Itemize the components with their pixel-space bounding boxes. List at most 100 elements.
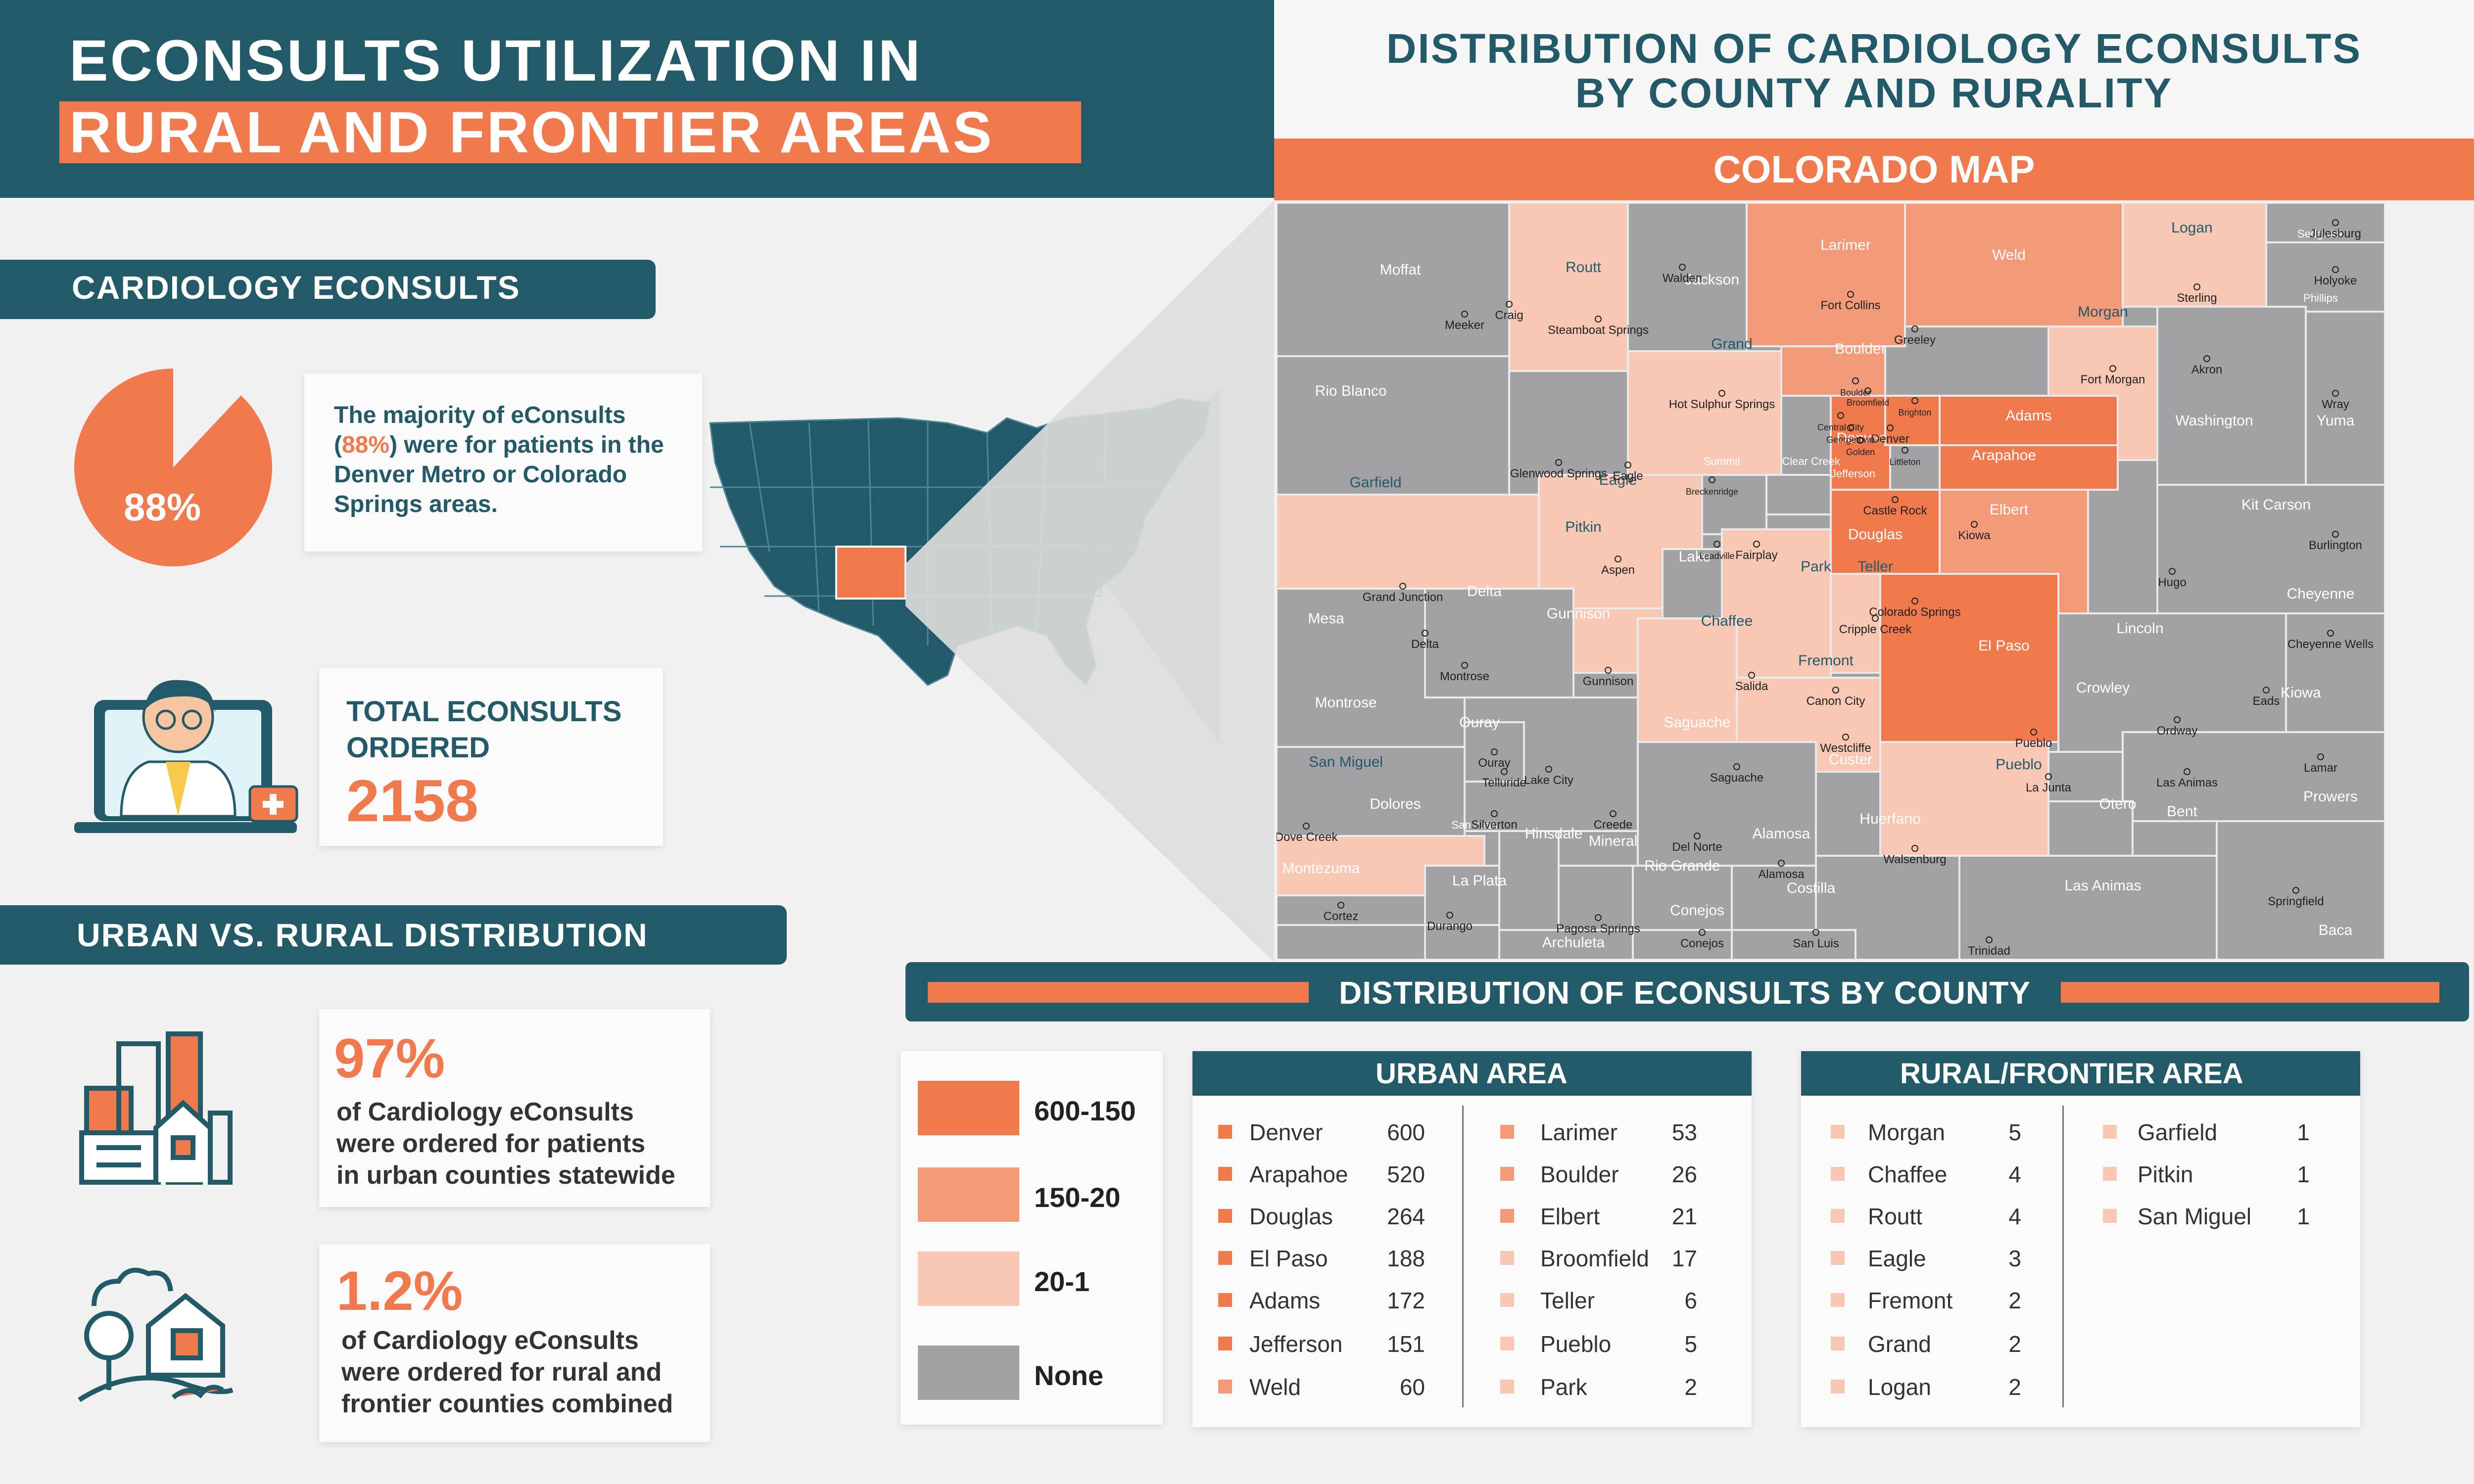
county-montezuma bbox=[1277, 925, 1440, 960]
county-label: Routt bbox=[1566, 259, 1601, 276]
city-label: Eagle bbox=[1613, 469, 1643, 483]
county-label: Bent bbox=[2167, 803, 2197, 820]
urban-table-heading: URBAN AREA bbox=[1192, 1051, 1752, 1096]
legend-color-square bbox=[2103, 1167, 2117, 1181]
majority-text-pct: 88% bbox=[342, 432, 389, 458]
legend-color-square bbox=[1831, 1380, 1845, 1393]
legend-color-square bbox=[1831, 1293, 1845, 1307]
county-label: Hinsdale bbox=[1525, 826, 1583, 842]
legend-color-square bbox=[1500, 1209, 1514, 1223]
city-label: Walsenburg bbox=[1883, 853, 1946, 866]
city-label: Gunnison bbox=[1583, 675, 1634, 688]
distribution-heading: URBAN VS. RURAL DISTRIBUTION bbox=[0, 905, 787, 965]
legend-color-square bbox=[1831, 1209, 1845, 1223]
legend-swatch bbox=[918, 1252, 1019, 1306]
county-name: Pitkin bbox=[2138, 1161, 2193, 1188]
legend-color-square bbox=[1218, 1251, 1232, 1265]
county-count: 264 bbox=[1366, 1203, 1425, 1230]
county-label: Mesa bbox=[1308, 610, 1344, 627]
city-label: Dove Creek bbox=[1277, 831, 1338, 844]
city-label: Silverton bbox=[1471, 818, 1517, 832]
city-label: Meeker bbox=[1445, 319, 1484, 332]
city-label: San Luis bbox=[1793, 937, 1839, 950]
county-label: Summit bbox=[1704, 455, 1741, 467]
projection-wedge bbox=[905, 200, 1277, 962]
county-label: Saguache bbox=[1664, 714, 1730, 731]
county-label: Weld bbox=[1992, 247, 2026, 263]
county-count: 5 bbox=[1638, 1331, 1697, 1357]
county-label: Grand bbox=[1711, 336, 1752, 352]
county-name: Eagle bbox=[1868, 1245, 1926, 1272]
county-name: Routt bbox=[1868, 1203, 1922, 1230]
city-label: Wray bbox=[2322, 398, 2349, 411]
city-label: Leadville bbox=[1699, 551, 1734, 561]
county-label: Delta bbox=[1467, 583, 1502, 600]
county-label: Teller bbox=[1857, 558, 1893, 575]
county-cheyenne bbox=[2286, 613, 2385, 732]
city-label: Cortez bbox=[1324, 910, 1359, 923]
county-label: Cheyenne bbox=[2287, 586, 2355, 602]
county-count: 2 bbox=[1962, 1331, 2021, 1357]
county-count: 520 bbox=[1366, 1161, 1425, 1188]
county-label: Arapahoe bbox=[1972, 447, 2036, 464]
city-label: Eads bbox=[2253, 695, 2280, 708]
city-label: Creede bbox=[1594, 818, 1633, 832]
county-count: 17 bbox=[1638, 1245, 1697, 1272]
county-label: San Miguel bbox=[1309, 754, 1383, 770]
city-label: Lake City bbox=[1524, 774, 1573, 787]
rural-pct: 1.2% bbox=[336, 1259, 463, 1323]
city-label: Golden bbox=[1846, 447, 1875, 457]
county-label: Elbert bbox=[1990, 502, 2029, 518]
county-name: Garfield bbox=[2138, 1119, 2217, 1146]
county-label: Washington bbox=[2175, 413, 2253, 429]
city-label: Grand Junction bbox=[1363, 591, 1443, 604]
colorado-county-map: MoffatRouttJacksonLarimerWeldLoganSedgwi… bbox=[1277, 203, 2385, 960]
county-el-paso bbox=[1880, 574, 2058, 742]
city-label: Trinidad bbox=[1968, 944, 2010, 958]
legend-color-square bbox=[1218, 1209, 1232, 1223]
county-count: 60 bbox=[1366, 1374, 1425, 1400]
county-count: 4 bbox=[1962, 1161, 2021, 1188]
county-label: Pueblo bbox=[1996, 756, 2042, 773]
legend-label: 150-20 bbox=[1034, 1181, 1120, 1213]
legend-color-square bbox=[1218, 1125, 1232, 1139]
county-label: Archuleta bbox=[1542, 934, 1605, 951]
county-summit bbox=[1702, 475, 1766, 534]
county-count: 4 bbox=[1962, 1203, 2021, 1230]
county-name: Chaffee bbox=[1868, 1161, 1947, 1188]
urban-text-line1: of Cardiology eConsults bbox=[336, 1097, 634, 1127]
county-name: Denver bbox=[1249, 1119, 1323, 1146]
city-label: Del Norte bbox=[1672, 840, 1722, 854]
county-baca bbox=[2217, 821, 2385, 960]
city-label: Breckenridge bbox=[1686, 487, 1738, 497]
county-label: Kit Carson bbox=[2241, 497, 2311, 513]
county-ouray bbox=[1465, 722, 1524, 782]
county-label: Ouray bbox=[1459, 714, 1500, 731]
total-label-line1: TOTAL ECONSULTS bbox=[346, 695, 621, 728]
county-name: Teller bbox=[1540, 1287, 1595, 1314]
city-label: Steamboat Springs bbox=[1548, 324, 1649, 337]
legend-color-square bbox=[1500, 1251, 1514, 1265]
rural-text-line2: were ordered for rural and bbox=[341, 1357, 662, 1387]
city-label: Glenwood Springs bbox=[1510, 467, 1607, 480]
county-name: Logan bbox=[1868, 1374, 1931, 1400]
county-label: Garfield bbox=[1349, 474, 1401, 491]
city-label: Saguache bbox=[1710, 771, 1763, 785]
city-label: Canon City bbox=[1807, 695, 1865, 708]
legend-color-square bbox=[1831, 1251, 1845, 1265]
city-label: Kiowa bbox=[1958, 529, 1991, 542]
city-label: Burlington bbox=[2309, 539, 2362, 552]
county-label: Montrose bbox=[1315, 695, 1377, 711]
county-label: Boulder bbox=[1835, 341, 1886, 357]
county-count: 600 bbox=[1366, 1119, 1425, 1146]
county-name: Douglas bbox=[1249, 1203, 1333, 1230]
city-label: Littleton bbox=[1889, 457, 1920, 467]
city-label: Walden bbox=[1663, 272, 1702, 285]
urban-table-divider bbox=[1462, 1106, 1464, 1407]
legend-color-square bbox=[1500, 1125, 1514, 1139]
county-garfield bbox=[1277, 495, 1539, 589]
cardiology-heading: CARDIOLOGY ECONSULTS bbox=[0, 260, 656, 319]
county-clear-creek bbox=[1766, 475, 1831, 514]
county-count: 1 bbox=[2250, 1203, 2310, 1230]
county-name: Arapahoe bbox=[1249, 1161, 1348, 1188]
